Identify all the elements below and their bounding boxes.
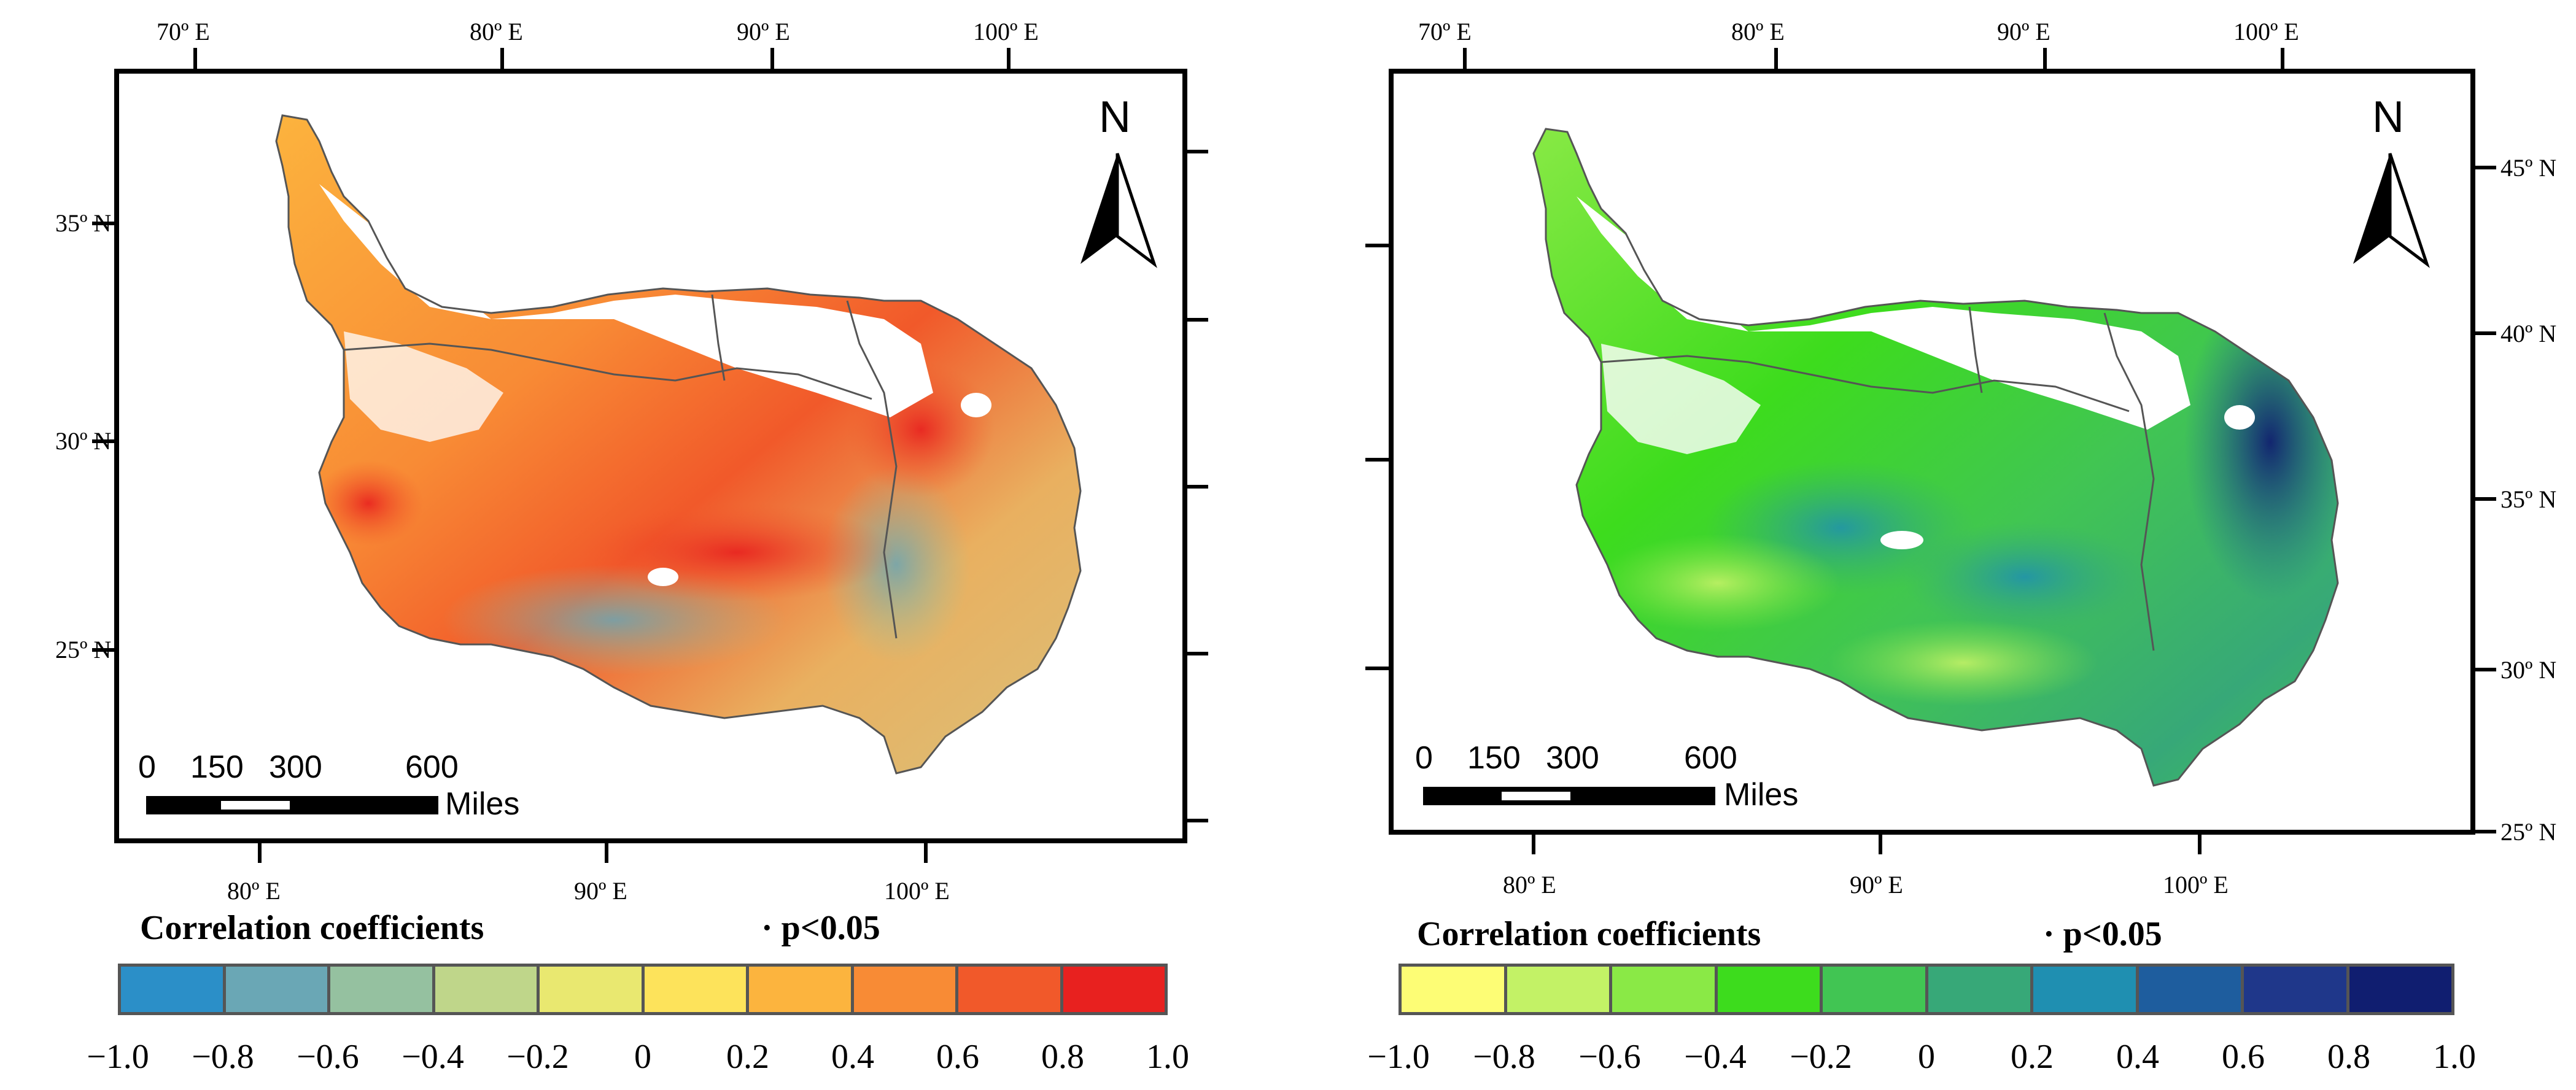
legend-tick-label: 0 xyxy=(634,1038,651,1076)
legend-swatch xyxy=(330,967,435,1012)
right-tick-label: 40º N xyxy=(2500,320,2557,347)
right-tick-label: 25º N xyxy=(2500,818,2557,846)
legend-tick-label: −1.0 xyxy=(87,1038,149,1076)
right-tick-label: 35º N xyxy=(2500,485,2557,513)
top-tick-label: 90º E xyxy=(1997,18,2050,45)
map-graphic xyxy=(146,114,1157,814)
legend-tick-label: 0.4 xyxy=(831,1038,874,1076)
scale-unit: Miles xyxy=(445,786,520,822)
legend-tick-label: −0.8 xyxy=(1473,1038,1535,1076)
legend-tick-label: −0.2 xyxy=(506,1038,569,1076)
scale-number: 0 xyxy=(1415,740,1433,776)
bottom-tick-label: 80º E xyxy=(227,877,281,905)
legend-swatch xyxy=(1063,967,1165,1012)
legend-swatch xyxy=(121,967,226,1012)
legend-tick-label: −0.4 xyxy=(402,1038,464,1076)
legend-swatch xyxy=(1612,967,1718,1012)
legend-tick-label: 0.2 xyxy=(726,1038,769,1076)
legend-title: Correlation coefficients xyxy=(1417,915,1761,953)
legend-tick-label: 0.8 xyxy=(2327,1038,2370,1076)
legend-swatch xyxy=(1402,967,1507,1012)
bottom-tick-label: 90º E xyxy=(1850,871,1903,899)
legend-swatch xyxy=(1823,967,1928,1012)
north-arrow-icon xyxy=(2353,153,2430,268)
right-tick-label: 30º N xyxy=(2500,656,2557,684)
top-tick-label: 70º E xyxy=(1418,18,1472,45)
map-panel-left: 70º E 80º E 90º E 100º E 35º N 30º N 25º… xyxy=(55,18,1208,1076)
legend-swatch xyxy=(749,967,854,1012)
legend-swatch xyxy=(540,967,645,1012)
scale-number: 600 xyxy=(405,749,459,785)
legend-color-bar xyxy=(118,964,1168,1015)
legend-title: Correlation coefficients xyxy=(140,909,484,947)
north-label: N xyxy=(2372,93,2404,142)
legend-swatch xyxy=(853,967,958,1012)
scale-number: 300 xyxy=(1546,740,1599,776)
bottom-tick-label: 100º E xyxy=(2163,871,2229,899)
top-tick-label: 100º E xyxy=(973,18,1039,45)
scale-bar xyxy=(146,796,438,814)
legend-tick-label: −1.0 xyxy=(1367,1038,1430,1076)
legend-swatch xyxy=(2244,967,2349,1012)
legend-swatch xyxy=(2033,967,2139,1012)
north-arrow-icon xyxy=(1080,153,1157,268)
top-tick-label: 100º E xyxy=(2233,18,2299,45)
scale-number: 0 xyxy=(138,749,156,785)
legend-tick-label: −0.8 xyxy=(192,1038,254,1076)
legend-tick-label: 0.6 xyxy=(936,1038,979,1076)
legend-tick-label: −0.2 xyxy=(1790,1038,1852,1076)
legend-swatch xyxy=(225,967,330,1012)
scale-number: 600 xyxy=(1684,740,1737,776)
legend-tick-label: 0.6 xyxy=(2222,1038,2265,1076)
legend-swatch xyxy=(1507,967,1612,1012)
legend-significance: · p<0.05 xyxy=(2043,915,2162,953)
scale-unit: Miles xyxy=(1724,777,1799,813)
top-tick-label: 80º E xyxy=(470,18,523,45)
north-label: N xyxy=(1099,93,1131,142)
top-tick-label: 90º E xyxy=(737,18,790,45)
bottom-tick-label: 100º E xyxy=(884,877,950,905)
map-graphic xyxy=(1423,128,2430,805)
legend-swatch xyxy=(2138,967,2244,1012)
scale-number: 300 xyxy=(269,749,322,785)
legend-swatch xyxy=(1717,967,1823,1012)
legend-tick-label: 1.0 xyxy=(1146,1038,1189,1076)
legend-swatch xyxy=(958,967,1063,1012)
legend-tick-label: 0.4 xyxy=(2116,1038,2159,1076)
legend-significance: · p<0.05 xyxy=(761,909,880,947)
bottom-tick-label: 80º E xyxy=(1503,871,1556,899)
legend-swatch xyxy=(2349,967,2451,1012)
right-tick-label: 45º N xyxy=(2500,154,2557,182)
legend-tick-label: 0.8 xyxy=(1041,1038,1084,1076)
legend-tick-label: 1.0 xyxy=(2433,1038,2476,1076)
legend-swatch xyxy=(1928,967,2033,1012)
legend-swatch xyxy=(435,967,540,1012)
top-tick-label: 80º E xyxy=(1731,18,1785,45)
legend-tick-label: 0.2 xyxy=(2011,1038,2054,1076)
map-panel-right: 70º E 80º E 90º E 100º E 45º N 40º N 35º… xyxy=(1288,0,2576,1090)
top-tick-label: 70º E xyxy=(157,18,210,45)
legend-tick-label: 0 xyxy=(1918,1038,1935,1076)
legend-tick-label: −0.6 xyxy=(1578,1038,1641,1076)
scale-bar xyxy=(1423,787,1715,805)
legend-tick-label: −0.4 xyxy=(1684,1038,1747,1076)
scale-number: 150 xyxy=(190,749,244,785)
legend-color-bar xyxy=(1399,964,2454,1015)
legend-tick-label: −0.6 xyxy=(297,1038,359,1076)
bottom-tick-label: 90º E xyxy=(574,877,627,905)
legend-swatch xyxy=(644,967,749,1012)
scale-number: 150 xyxy=(1467,740,1521,776)
